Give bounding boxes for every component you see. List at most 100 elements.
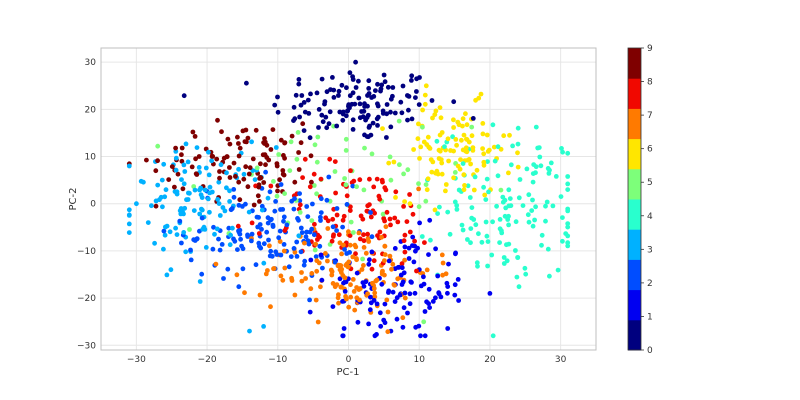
scatter-point <box>428 237 433 243</box>
scatter-point <box>544 199 550 205</box>
scatter-point <box>494 203 499 209</box>
scatter-point <box>247 328 252 334</box>
scatter-point <box>416 102 422 107</box>
scatter-point <box>505 217 511 222</box>
scatter-point <box>398 99 404 105</box>
scatter-point <box>317 234 322 240</box>
scatter-point <box>145 220 151 226</box>
scatter-point <box>331 95 337 100</box>
scatter-point <box>525 212 531 218</box>
scatter-point <box>341 109 346 115</box>
scatter-point <box>515 125 521 131</box>
scatter-point <box>324 89 330 95</box>
scatter-point <box>261 180 267 185</box>
scatter-point <box>361 238 367 244</box>
scatter-point <box>495 144 501 150</box>
scatter-point <box>216 201 222 207</box>
scatter-point <box>346 304 352 310</box>
scatter-point <box>469 215 475 221</box>
scatter-point <box>436 290 442 296</box>
scatter-point <box>377 310 383 316</box>
scatter-point <box>348 219 354 225</box>
scatter-point <box>312 247 318 253</box>
scatter-point <box>272 102 278 108</box>
scatter-point <box>392 110 398 116</box>
scatter-point <box>261 324 266 329</box>
scatter-point <box>400 315 406 321</box>
scatter-point <box>126 213 132 218</box>
scatter-point <box>221 276 226 281</box>
scatter-point <box>451 148 456 154</box>
scatter-point <box>227 242 233 248</box>
scatter-point <box>390 85 396 90</box>
scatter-point <box>270 127 276 132</box>
scatter-point <box>308 286 314 292</box>
scatter-point <box>193 171 199 177</box>
scatter-point <box>268 248 274 254</box>
scatter-point <box>348 204 353 210</box>
scatter-point <box>461 187 467 193</box>
scatter-point <box>405 117 410 123</box>
scatter-point <box>366 261 372 267</box>
scatter-point <box>356 78 361 84</box>
scatter-point <box>443 271 449 277</box>
scatter-point <box>180 186 186 192</box>
scatter-point <box>334 282 340 287</box>
scatter-point <box>237 197 243 203</box>
colorbar-segment <box>628 259 641 291</box>
scatter-point <box>318 210 324 216</box>
scatter-point <box>432 207 438 213</box>
scatter-point <box>141 179 146 185</box>
scatter-point <box>298 102 304 108</box>
scatter-point <box>352 307 358 313</box>
colorbar-tick-label: 6 <box>647 145 653 155</box>
scatter-point <box>244 80 249 86</box>
scatter-point <box>236 179 242 185</box>
scatter-point <box>349 101 355 107</box>
scatter-point <box>173 167 179 173</box>
scatter-point <box>197 279 203 284</box>
scatter-point <box>301 100 307 105</box>
scatter-point <box>254 214 260 220</box>
y-tick-label: 10 <box>85 153 97 163</box>
scatter-point <box>380 211 386 217</box>
scatter-point <box>423 198 429 204</box>
scatter-point <box>175 171 181 177</box>
scatter-point <box>502 213 508 219</box>
scatter-point <box>365 112 371 118</box>
x-tick-label: 30 <box>555 355 567 365</box>
scatter-point <box>503 205 509 211</box>
scatter-point <box>134 201 139 207</box>
scatter-point <box>382 258 387 263</box>
colorbar-tick-label: 7 <box>647 111 653 121</box>
scatter-point <box>294 156 300 162</box>
scatter-point <box>533 204 538 210</box>
scatter-point <box>399 261 405 267</box>
scatter-point <box>409 78 414 83</box>
scatter-point <box>324 197 330 203</box>
scatter-point <box>199 271 205 277</box>
scatter-point <box>508 162 514 168</box>
scatter-point <box>350 277 356 282</box>
scatter-point <box>424 267 430 273</box>
scatter-point <box>356 230 362 236</box>
scatter-point <box>222 208 228 214</box>
scatter-point <box>383 224 389 230</box>
scatter-point <box>416 121 421 127</box>
scatter-point <box>547 273 552 279</box>
scatter-point <box>227 188 232 194</box>
scatter-point <box>214 156 220 162</box>
scatter-point <box>191 184 197 189</box>
scatter-point <box>312 221 317 227</box>
scatter-point <box>442 144 447 150</box>
scatter-point <box>221 155 227 161</box>
scatter-point <box>344 251 350 256</box>
scatter-point <box>323 251 328 256</box>
scatter-point <box>288 139 294 145</box>
scatter-point <box>402 290 408 296</box>
scatter-point <box>369 266 375 272</box>
scatter-point <box>445 209 451 215</box>
scatter-point <box>408 279 414 285</box>
scatter-point <box>471 187 477 193</box>
scatter-point <box>314 268 320 274</box>
